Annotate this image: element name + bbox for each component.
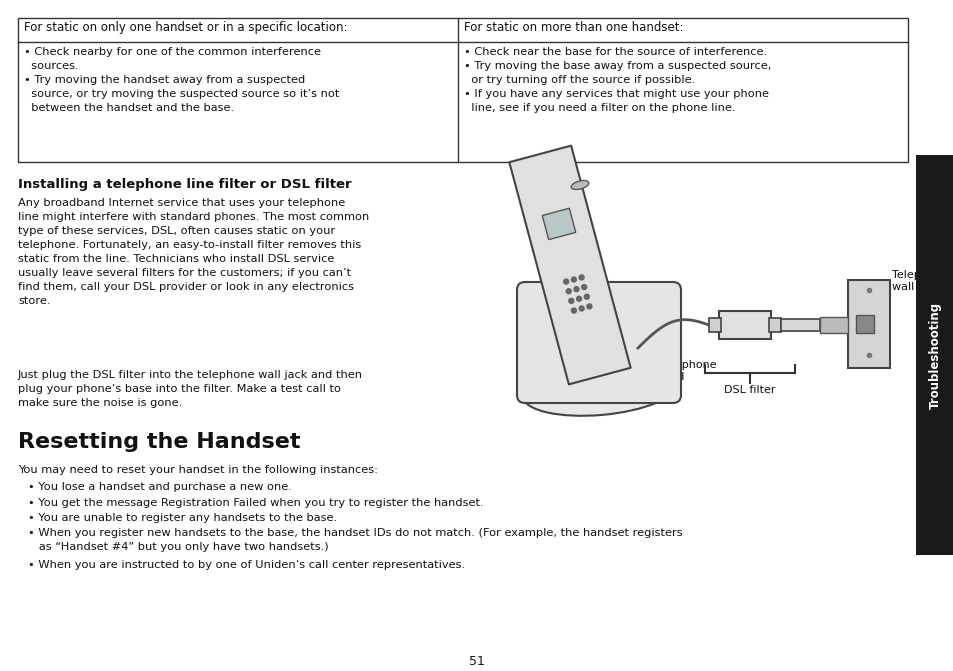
Circle shape [571, 277, 576, 282]
Text: • When you register new handsets to the base, the handset IDs do not match. (For: • When you register new handsets to the … [28, 529, 682, 552]
Text: • When you are instructed to by one of Uniden’s call center representatives.: • When you are instructed to by one of U… [28, 560, 465, 570]
Bar [781, 319, 820, 331]
Bar [708, 318, 720, 332]
Text: Installing a telephone line filter or DSL filter: Installing a telephone line filter or DS… [18, 178, 352, 191]
Bar [915, 155, 953, 555]
Circle shape [578, 275, 583, 280]
Text: Telephone
wall jack: Telephone wall jack [891, 270, 947, 292]
Text: Troubleshooting: Troubleshooting [927, 301, 941, 409]
Circle shape [563, 279, 568, 284]
Ellipse shape [571, 180, 588, 189]
Circle shape [574, 287, 578, 292]
Text: Telephone
cord: Telephone cord [659, 360, 716, 382]
Polygon shape [509, 146, 630, 384]
Circle shape [568, 299, 574, 303]
Polygon shape [820, 317, 847, 333]
Text: Just plug the DSL filter into the telephone wall jack and then
plug your phone’s: Just plug the DSL filter into the teleph… [18, 370, 363, 408]
Text: 51: 51 [469, 655, 484, 668]
Circle shape [575, 325, 615, 365]
Text: For static on more than one handset:: For static on more than one handset: [463, 21, 682, 34]
Circle shape [583, 295, 589, 299]
Text: You may need to reset your handset in the following instances:: You may need to reset your handset in th… [18, 465, 377, 475]
Circle shape [566, 289, 571, 294]
Bar [847, 280, 889, 368]
Text: For static on only one handset or in a specific location:: For static on only one handset or in a s… [24, 21, 347, 34]
Text: DSL filter: DSL filter [723, 385, 775, 395]
Text: • Check nearby for one of the common interference
  sources.
• Try moving the ha: • Check nearby for one of the common int… [24, 47, 339, 113]
Text: Any broadband Internet service that uses your telephone
line might interfere wit: Any broadband Internet service that uses… [18, 198, 369, 306]
Text: • You get the message Registration Failed when you try to register the handset.: • You get the message Registration Faile… [28, 497, 483, 507]
Circle shape [576, 297, 581, 301]
Polygon shape [541, 208, 576, 240]
Circle shape [578, 306, 583, 311]
Text: Resetting the Handset: Resetting the Handset [18, 432, 300, 452]
Circle shape [566, 317, 622, 373]
Bar [855, 315, 873, 333]
Text: • Check near the base for the source of interference.
• Try moving the base away: • Check near the base for the source of … [463, 47, 771, 113]
Bar [18, 18, 907, 162]
Circle shape [581, 285, 586, 290]
Bar [768, 318, 781, 332]
FancyBboxPatch shape [517, 282, 680, 403]
Ellipse shape [522, 364, 677, 416]
Circle shape [586, 304, 591, 309]
Bar [719, 311, 770, 339]
Circle shape [571, 308, 576, 313]
Text: • You are unable to register any handsets to the base.: • You are unable to register any handset… [28, 513, 336, 523]
Text: • You lose a handset and purchase a new one.: • You lose a handset and purchase a new … [28, 482, 292, 492]
